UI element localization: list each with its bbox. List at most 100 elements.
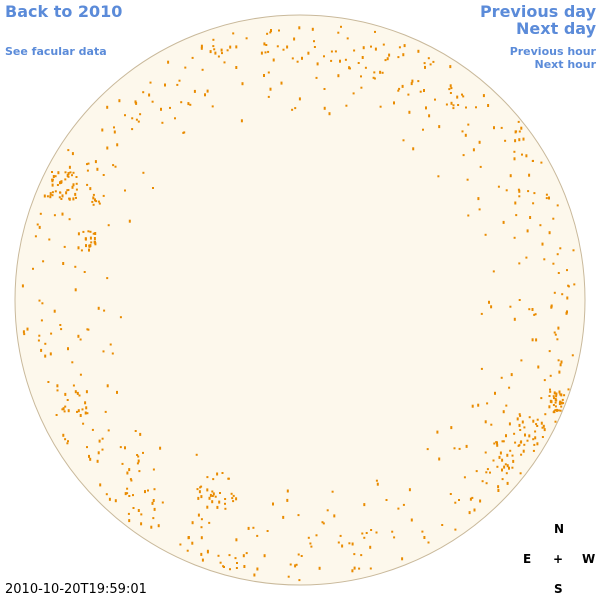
facula-dot — [64, 438, 67, 441]
facula-dot — [88, 454, 90, 458]
facula-dot — [211, 490, 214, 493]
facula-dot — [515, 214, 518, 217]
facula-dot — [91, 200, 94, 203]
facula-dot — [519, 429, 522, 431]
facula-dot — [307, 536, 310, 539]
previous-hour-link[interactable]: Previous hour — [509, 45, 596, 58]
facula-dot — [140, 522, 143, 526]
facula-dot — [467, 123, 470, 126]
facula-dot — [478, 140, 481, 144]
facula-dot — [235, 45, 238, 49]
facula-dot — [461, 130, 464, 133]
facula-dot — [189, 103, 192, 106]
back-link[interactable]: Back to 2010 — [5, 2, 123, 21]
facula-dot — [235, 567, 238, 569]
facula-dot — [51, 191, 54, 194]
facula-dot — [382, 43, 385, 46]
facula-dot — [393, 536, 396, 539]
facula-dot — [513, 150, 516, 153]
facula-dot — [142, 451, 144, 454]
facula-dot — [71, 174, 73, 177]
facula-dot — [423, 536, 426, 539]
facula-dot — [496, 443, 499, 447]
next-hour-link[interactable]: Next hour — [534, 58, 597, 71]
facula-dot — [535, 338, 538, 342]
facula-dot — [511, 466, 514, 469]
previous-day-link[interactable]: Previous day — [479, 2, 596, 21]
facula-dot — [555, 399, 558, 402]
facula-dot — [187, 536, 190, 539]
facula-dot — [211, 105, 214, 108]
facula-dot — [556, 338, 559, 341]
facula-dot — [534, 313, 537, 316]
facula-dot — [552, 262, 555, 265]
facula-dot — [77, 334, 80, 338]
facula-dot — [86, 169, 89, 172]
facula-dot — [38, 299, 41, 302]
facula-dot — [477, 197, 480, 201]
facula-dot — [130, 479, 133, 482]
facula-dot — [511, 454, 514, 457]
facula-dot — [318, 566, 321, 570]
facula-dot — [364, 66, 367, 69]
facula-dot — [256, 567, 259, 571]
facula-dot — [85, 406, 88, 410]
facula-dot — [560, 405, 563, 408]
facula-dot — [67, 409, 70, 413]
facula-dot — [128, 519, 131, 523]
facula-dot — [549, 390, 552, 393]
facula-dot — [82, 230, 85, 233]
facula-dot — [408, 110, 411, 114]
facula-dot — [66, 189, 69, 192]
facula-dot — [322, 522, 325, 525]
facula-dot — [427, 57, 430, 60]
facula-dot — [124, 114, 126, 117]
facula-dot — [51, 183, 54, 187]
facula-dot — [453, 447, 456, 450]
facula-dot — [398, 87, 401, 90]
facula-dot — [92, 232, 95, 235]
facula-dot — [373, 77, 376, 80]
facula-dot — [528, 434, 531, 438]
facula-dot — [99, 483, 102, 487]
facula-dot — [552, 395, 555, 398]
facula-dot — [102, 174, 105, 176]
facula-dot — [531, 308, 534, 311]
facula-dot — [49, 352, 52, 356]
facula-dot — [471, 404, 474, 408]
facula-dot — [40, 348, 43, 352]
facula-dot — [49, 192, 52, 196]
facula-dot — [521, 153, 523, 156]
facula-dot — [328, 112, 331, 116]
facula-dot — [101, 448, 104, 451]
facula-dot — [161, 501, 164, 504]
facula-dot — [353, 49, 356, 52]
facula-dot — [56, 384, 59, 388]
facula-dot — [552, 404, 555, 406]
facula-dot — [337, 74, 340, 78]
facula-dot — [228, 554, 231, 557]
facula-dot — [109, 343, 112, 346]
facula-dot — [407, 93, 410, 96]
facula-dot — [379, 105, 382, 108]
facula-dot — [127, 512, 130, 515]
facula-dot — [242, 554, 245, 558]
facular-data-link[interactable]: See facular data — [5, 45, 107, 58]
facula-dot — [44, 354, 47, 358]
facula-dot — [369, 545, 372, 549]
facula-dot — [315, 76, 318, 79]
compass-south: S — [554, 582, 563, 596]
facula-dot — [75, 188, 78, 191]
facula-dot — [518, 138, 521, 142]
facula-dot — [556, 408, 558, 412]
facula-dot — [211, 495, 214, 497]
next-day-link[interactable]: Next day — [516, 19, 596, 38]
facula-dot — [402, 503, 405, 506]
facula-dot — [297, 553, 300, 556]
facula-dot — [452, 104, 455, 107]
facula-dot — [514, 130, 517, 134]
facula-dot — [519, 414, 522, 417]
facula-dot — [379, 70, 382, 74]
facula-dot — [241, 82, 244, 86]
